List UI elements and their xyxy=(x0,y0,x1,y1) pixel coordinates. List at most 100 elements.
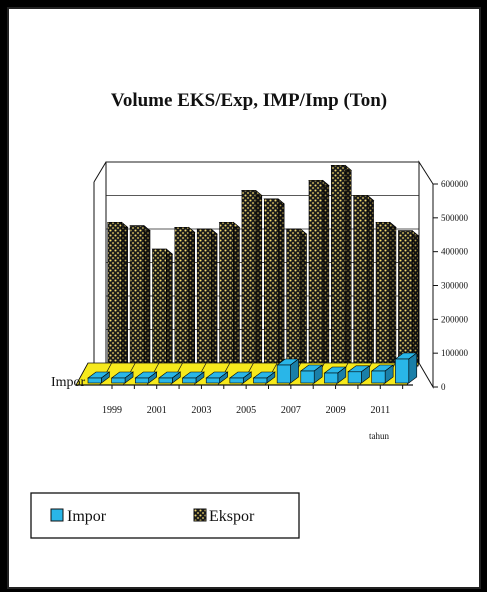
ekspor-bar-front xyxy=(241,190,257,364)
impor-bar xyxy=(205,371,229,384)
ekspor-bar-front xyxy=(196,228,212,364)
x-tick-label: 2009 xyxy=(326,405,346,416)
ekspor-bar-front xyxy=(353,195,368,364)
ekspor-bar-front xyxy=(152,248,167,364)
ekspor-bar xyxy=(308,179,330,367)
impor-bar xyxy=(276,358,300,384)
impor-bar-front xyxy=(300,370,315,384)
impor-bar-front xyxy=(324,372,339,384)
ekspor-bar-side xyxy=(121,221,128,367)
ekspor-bar-front xyxy=(219,222,234,364)
impor-bar xyxy=(370,364,395,384)
impor-bar xyxy=(299,364,324,384)
y-tick-label: 400000 xyxy=(441,247,469,257)
chart-title: Volume EKS/Exp, IMP/Imp (Ton) xyxy=(111,90,387,111)
x-tick-label: 2001 xyxy=(147,405,167,416)
impor-bar-front xyxy=(87,377,102,384)
left-edge xyxy=(93,161,107,183)
ekspor-bar-side xyxy=(255,189,263,367)
ekspor-bar-side xyxy=(367,194,374,367)
impor-bar-front xyxy=(205,377,220,384)
impor-bar-front xyxy=(111,377,126,384)
impor-bar-front xyxy=(347,371,362,384)
ekspor-bar xyxy=(352,194,375,367)
x-axis-label: tahun xyxy=(369,431,389,441)
x-tick-label: 2005 xyxy=(236,405,256,416)
impor-bar-front xyxy=(395,358,410,384)
legend-swatch-ekspor xyxy=(193,508,207,522)
ekspor-bar-side xyxy=(233,221,240,367)
x-tick-label: 1999 xyxy=(102,405,122,416)
ekspor-bar-side xyxy=(166,248,173,367)
ekspor-bar-side xyxy=(389,221,397,367)
ekspor-bar-side xyxy=(210,228,218,367)
axes: 0 100000 200000 300000 400000 500000 600000 199… xyxy=(102,179,469,416)
y-tick-label: 100000 xyxy=(441,348,469,358)
impor-bar xyxy=(252,371,276,384)
ekspor-bar-front xyxy=(107,222,122,364)
ekspor-bar xyxy=(196,228,218,367)
floor-divider xyxy=(75,362,89,386)
ekspor-bar-front xyxy=(174,227,190,364)
impor-bar-front xyxy=(134,377,149,384)
ekspor-bar xyxy=(106,221,129,367)
ekspor-bar xyxy=(397,230,420,367)
impor-bar xyxy=(347,365,371,384)
ekspor-bar-side xyxy=(188,226,196,367)
ekspor-bar-side xyxy=(411,230,419,367)
ekspor-bar-side xyxy=(300,228,307,367)
impor-bar-front xyxy=(158,377,173,384)
ekspor-bar-front xyxy=(286,228,301,364)
y-tick-label: 600000 xyxy=(441,179,469,189)
impor-bar-front xyxy=(182,377,197,384)
impor-bar-front xyxy=(229,377,244,384)
ekspor-bar-front xyxy=(129,225,145,364)
ekspor-bar xyxy=(330,164,353,367)
ekspor-bar xyxy=(174,226,196,367)
ekspor-bar-side xyxy=(322,179,330,367)
legend-label-ekspor: Ekspor xyxy=(209,508,255,525)
legend-swatch-impor xyxy=(50,508,64,522)
x-tick-label: 2007 xyxy=(281,405,301,416)
impor-series xyxy=(87,352,418,384)
side-wall xyxy=(418,160,434,389)
ekspor-bar xyxy=(375,221,397,367)
y-tick-label: 500000 xyxy=(441,213,469,223)
ekspor-bar-front xyxy=(331,165,346,364)
y-tick-label: 200000 xyxy=(441,314,469,324)
impor-bar xyxy=(228,371,253,384)
ekspor-bar-side xyxy=(143,225,151,367)
ekspor-series xyxy=(106,164,420,367)
ekspor-bar xyxy=(129,225,151,367)
series-axis-label: Impor xyxy=(51,375,86,390)
ekspor-bar-front xyxy=(263,198,279,364)
ekspor-bar xyxy=(241,189,263,367)
impor-bar xyxy=(394,352,418,384)
impor-bar xyxy=(110,371,134,384)
impor-bar xyxy=(158,371,182,384)
impor-bar xyxy=(134,371,158,384)
impor-bar-front xyxy=(253,377,268,384)
impor-bar xyxy=(181,371,205,384)
x-tick-label: 2003 xyxy=(191,405,211,416)
x-tick-label: 2011 xyxy=(370,405,390,416)
ekspor-bar xyxy=(285,228,308,367)
chart-frame: Volume EKS/Exp, IMP/Imp (Ton) 0 100000 200… xyxy=(7,7,481,589)
y-tick-label: 0 xyxy=(441,382,446,392)
impor-bar-front xyxy=(371,370,386,384)
ekspor-bar-side xyxy=(344,164,352,367)
y-tick-label: 300000 xyxy=(441,281,469,291)
legend: Impor Ekspor xyxy=(30,492,300,539)
impor-bar xyxy=(87,371,111,384)
chart-canvas: Volume EKS/Exp, IMP/Imp (Ton) 0 100000 200… xyxy=(30,90,469,539)
ekspor-bar-front xyxy=(308,180,324,364)
ekspor-bar xyxy=(218,221,241,367)
ekspor-bar-side xyxy=(277,198,285,367)
ekspor-bar-front xyxy=(398,230,413,364)
legend-label-impor: Impor xyxy=(67,508,107,525)
ekspor-bar xyxy=(263,198,285,367)
impor-bar-front xyxy=(276,364,291,384)
ekspor-bar-front xyxy=(375,222,391,364)
impor-bar xyxy=(323,366,347,384)
ekspor-bar xyxy=(151,248,174,367)
